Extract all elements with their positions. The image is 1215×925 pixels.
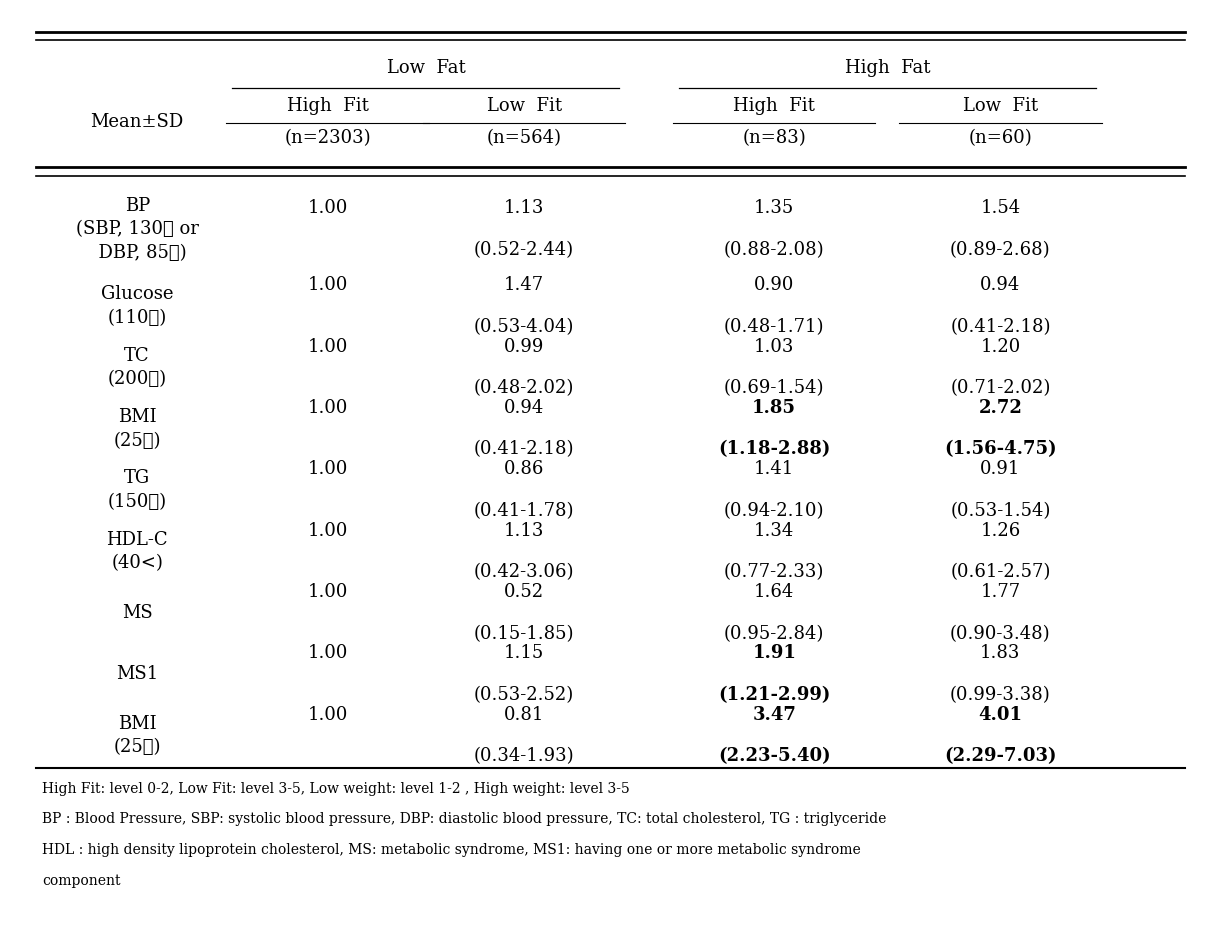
Text: (n=2303): (n=2303) — [284, 129, 371, 147]
Text: 1.26: 1.26 — [981, 522, 1021, 539]
Text: 0.81: 0.81 — [504, 706, 544, 723]
Text: (0.94-2.10): (0.94-2.10) — [724, 502, 825, 520]
Text: 1.03: 1.03 — [755, 338, 795, 355]
Text: MS: MS — [122, 604, 153, 622]
Text: 1.00: 1.00 — [307, 399, 347, 417]
Text: 3.47: 3.47 — [752, 706, 796, 723]
Text: 4.01: 4.01 — [978, 706, 1023, 723]
Text: (0.53-1.54): (0.53-1.54) — [950, 502, 1051, 520]
Text: 0.91: 0.91 — [981, 461, 1021, 478]
Text: 1.00: 1.00 — [307, 461, 347, 478]
Text: (0.89-2.68): (0.89-2.68) — [950, 241, 1051, 259]
Text: BMI
(25≧): BMI (25≧) — [113, 408, 160, 450]
Text: (0.41-2.18): (0.41-2.18) — [950, 318, 1051, 336]
Text: 1.41: 1.41 — [755, 461, 795, 478]
Text: (0.41-2.18): (0.41-2.18) — [474, 440, 575, 459]
Text: (0.42-3.06): (0.42-3.06) — [474, 563, 575, 581]
Text: 1.00: 1.00 — [307, 277, 347, 294]
Text: (2.23-5.40): (2.23-5.40) — [718, 747, 831, 765]
Text: (0.53-2.52): (0.53-2.52) — [474, 686, 575, 704]
Text: 1.34: 1.34 — [755, 522, 795, 539]
Text: 0.94: 0.94 — [981, 277, 1021, 294]
Text: (0.69-1.54): (0.69-1.54) — [724, 379, 825, 397]
Text: (0.90-3.48): (0.90-3.48) — [950, 624, 1051, 643]
Text: High  Fit: High Fit — [734, 97, 815, 116]
Text: TC
(200≧): TC (200≧) — [108, 347, 166, 388]
Text: 0.99: 0.99 — [504, 338, 544, 355]
Text: (0.48-1.71): (0.48-1.71) — [724, 318, 825, 336]
Text: High Fit: level 0-2, Low Fit: level 3-5, Low weight: level 1-2 , High weight: le: High Fit: level 0-2, Low Fit: level 3-5,… — [41, 782, 629, 796]
Text: (0.71-2.02): (0.71-2.02) — [950, 379, 1051, 397]
Text: 1.00: 1.00 — [307, 645, 347, 662]
Text: TG
(150≧): TG (150≧) — [108, 469, 166, 511]
Text: (0.41-1.78): (0.41-1.78) — [474, 502, 575, 520]
Text: 1.00: 1.00 — [307, 583, 347, 601]
Text: 0.52: 0.52 — [504, 583, 544, 601]
Text: 0.94: 0.94 — [504, 399, 544, 417]
Text: 1.85: 1.85 — [752, 399, 796, 417]
Text: (0.99-3.38): (0.99-3.38) — [950, 686, 1051, 704]
Text: (0.53-4.04): (0.53-4.04) — [474, 318, 575, 336]
Text: 1.00: 1.00 — [307, 200, 347, 217]
Text: BP : Blood Pressure, SBP: systolic blood pressure, DBP: diastolic blood pressure: BP : Blood Pressure, SBP: systolic blood… — [41, 812, 886, 826]
Text: 1.20: 1.20 — [981, 338, 1021, 355]
Text: 1.35: 1.35 — [755, 200, 795, 217]
Text: 1.13: 1.13 — [504, 522, 544, 539]
Text: 1.54: 1.54 — [981, 200, 1021, 217]
Text: HDL-C
(40<): HDL-C (40<) — [107, 531, 168, 573]
Text: 0.90: 0.90 — [755, 277, 795, 294]
Text: (1.56-4.75): (1.56-4.75) — [944, 440, 1057, 459]
Text: 2.72: 2.72 — [978, 399, 1022, 417]
Text: 1.91: 1.91 — [752, 645, 796, 662]
Text: Glucose
(110≧): Glucose (110≧) — [101, 285, 174, 327]
Text: 1.00: 1.00 — [307, 706, 347, 723]
Text: 1.83: 1.83 — [981, 645, 1021, 662]
Text: 1.13: 1.13 — [504, 200, 544, 217]
Text: 1.77: 1.77 — [981, 583, 1021, 601]
Text: HDL : high density lipoprotein cholesterol, MS: metabolic syndrome, MS1: having : HDL : high density lipoprotein cholester… — [41, 844, 860, 857]
Text: Low  Fat: Low Fat — [386, 59, 465, 77]
Text: (1.18-2.88): (1.18-2.88) — [718, 440, 830, 459]
Text: Low  Fit: Low Fit — [962, 97, 1038, 116]
Text: BP
(SBP, 130≧ or
  DBP, 85≧): BP (SBP, 130≧ or DBP, 85≧) — [75, 197, 198, 262]
Text: (2.29-7.03): (2.29-7.03) — [944, 747, 1057, 765]
Text: 1.00: 1.00 — [307, 522, 347, 539]
Text: BMI
(25≧): BMI (25≧) — [113, 715, 160, 757]
Text: High  Fit: High Fit — [287, 97, 368, 116]
Text: MS1: MS1 — [117, 665, 158, 684]
Text: (0.52-2.44): (0.52-2.44) — [474, 241, 575, 259]
Text: Low  Fit: Low Fit — [486, 97, 561, 116]
Text: (n=83): (n=83) — [742, 129, 806, 147]
Text: component: component — [41, 874, 120, 888]
Text: (1.21-2.99): (1.21-2.99) — [718, 686, 830, 704]
Text: 0.86: 0.86 — [504, 461, 544, 478]
Text: (0.48-2.02): (0.48-2.02) — [474, 379, 575, 397]
Text: (0.77-2.33): (0.77-2.33) — [724, 563, 825, 581]
Text: (0.95-2.84): (0.95-2.84) — [724, 624, 825, 643]
Text: (n=564): (n=564) — [487, 129, 561, 147]
Text: High  Fat: High Fat — [844, 59, 929, 77]
Text: (0.61-2.57): (0.61-2.57) — [950, 563, 1051, 581]
Text: (0.15-1.85): (0.15-1.85) — [474, 624, 575, 643]
Text: 1.15: 1.15 — [504, 645, 544, 662]
Text: (n=60): (n=60) — [968, 129, 1033, 147]
Text: Mean±SD: Mean±SD — [91, 113, 183, 131]
Text: 1.64: 1.64 — [755, 583, 795, 601]
Text: 1.00: 1.00 — [307, 338, 347, 355]
Text: 1.47: 1.47 — [504, 277, 544, 294]
Text: (0.88-2.08): (0.88-2.08) — [724, 241, 825, 259]
Text: (0.34-1.93): (0.34-1.93) — [474, 747, 575, 765]
